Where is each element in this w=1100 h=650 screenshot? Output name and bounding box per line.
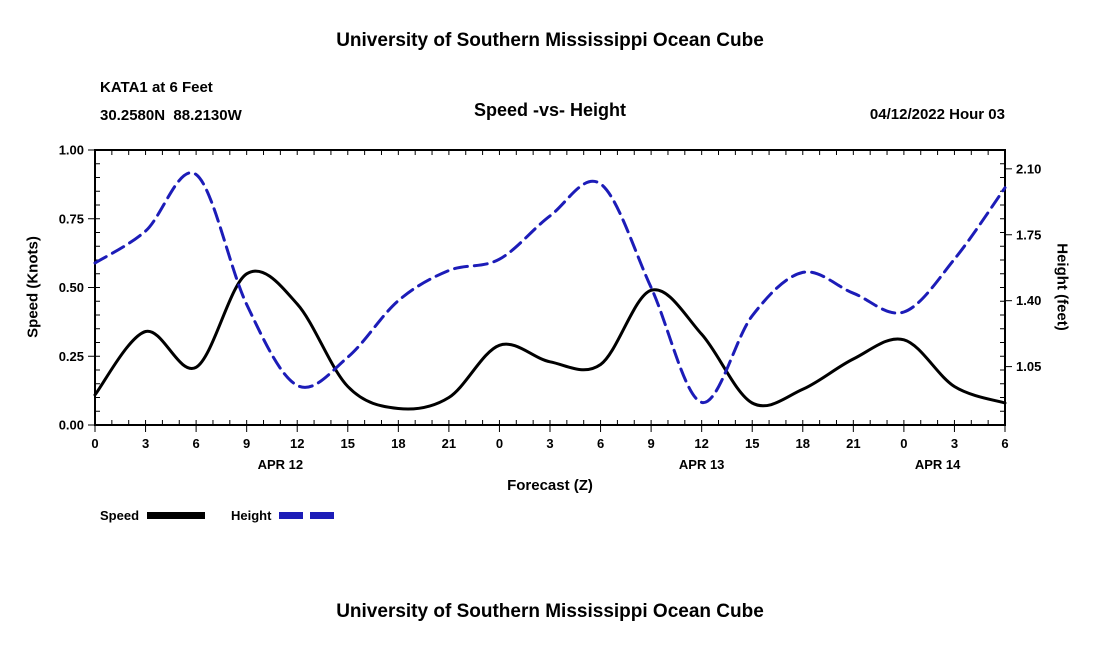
legend-item-height: Height <box>231 508 338 523</box>
station-coordinates: 30.2580N 88.2130W <box>100 107 242 124</box>
x-tick-label: 6 <box>192 436 199 451</box>
height-curve <box>93 171 1007 404</box>
x-tick-label: 9 <box>647 436 654 451</box>
x-tick-label: 15 <box>745 436 759 451</box>
legend-item-speed: Speed <box>100 508 206 523</box>
page-title-bottom: University of Southern Mississippi Ocean… <box>336 601 764 622</box>
x-tick-label: 6 <box>597 436 604 451</box>
left-tick-label: 1.00 <box>59 143 84 158</box>
x-tick-label: 15 <box>341 436 355 451</box>
x-tick-label: 0 <box>900 436 907 451</box>
legend-speed-swatch <box>147 512 206 519</box>
page-title-top: University of Southern Mississippi Ocean… <box>336 30 764 51</box>
x-tick-label: 21 <box>846 436 860 451</box>
chart-legend: Speed Height <box>100 508 338 523</box>
left-tick-label: 0.00 <box>59 418 84 433</box>
x-tick-label: 9 <box>243 436 250 451</box>
right-tick-label: 1.75 <box>1016 227 1041 242</box>
legend-speed-label: Speed <box>100 508 140 523</box>
left-tick-label: 0.50 <box>59 280 84 295</box>
right-tick-label: 2.10 <box>1016 161 1041 176</box>
x-tick-label: 21 <box>442 436 456 451</box>
left-axis-label: Speed (Knots) <box>24 236 42 338</box>
legend-height-swatch <box>279 512 338 519</box>
x-tick-label: 0 <box>91 436 98 451</box>
date-label: APR 12 <box>258 457 304 472</box>
chart-title: Speed -vs- Height <box>473 100 627 120</box>
speed-curve <box>93 269 1007 411</box>
x-tick-label: 18 <box>391 436 405 451</box>
x-tick-label: 12 <box>290 436 304 451</box>
x-tick-label: 6 <box>1001 436 1008 451</box>
chart-datetime: 04/12/2022 Hour 03 <box>869 106 1005 123</box>
date-label: APR 13 <box>679 457 725 472</box>
right-tick-label: 1.05 <box>1016 359 1041 374</box>
x-tick-label: 3 <box>951 436 958 451</box>
x-axis-label: Forecast (Z) <box>507 477 593 494</box>
left-tick-label: 0.25 <box>59 349 84 364</box>
x-tick-label: 18 <box>796 436 810 451</box>
plot-frame <box>94 149 1006 426</box>
right-axis-label: Height (feet) <box>1053 243 1071 331</box>
right-tick-label: 1.40 <box>1016 293 1041 308</box>
x-tick-label: 0 <box>496 436 503 451</box>
x-tick-label: 3 <box>142 436 149 451</box>
x-tick-label: 3 <box>546 436 553 451</box>
station-name: KATA1 at 6 Feet <box>100 79 213 96</box>
date-label: APR 14 <box>915 457 961 472</box>
left-tick-label: 0.75 <box>59 211 84 226</box>
x-tick-label: 12 <box>694 436 708 451</box>
legend-height-label: Height <box>231 508 272 523</box>
